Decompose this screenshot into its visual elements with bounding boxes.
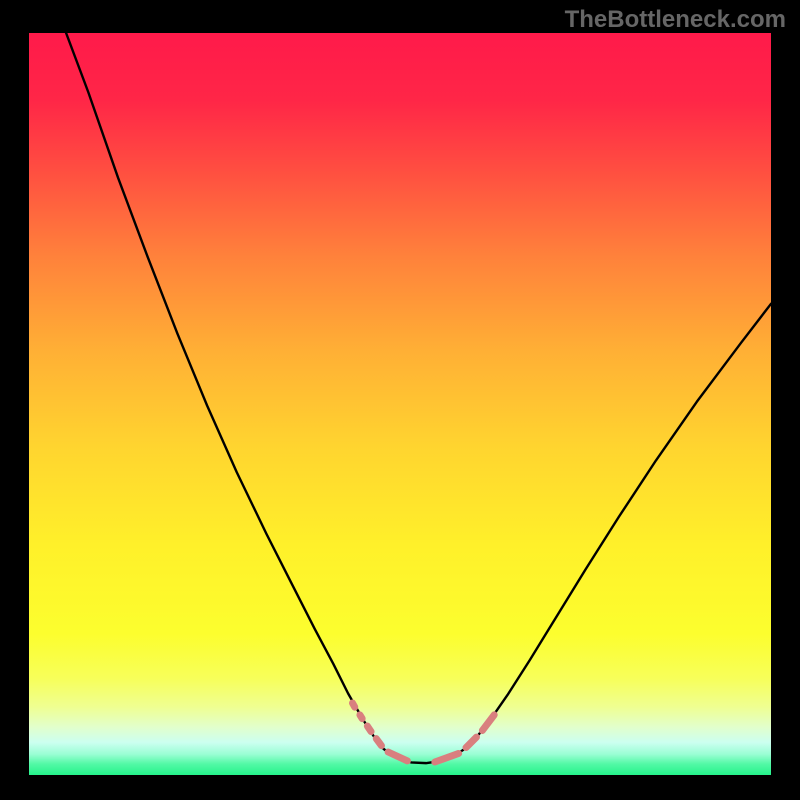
plot-area [29,33,771,775]
curve-highlight-dot [482,715,494,731]
curve-highlight-dot [376,739,381,746]
curve-highlight-dot [466,737,476,747]
curve-highlight-dot [360,715,362,719]
bottleneck-curve [66,33,771,763]
curve-highlight-dot [435,753,459,762]
stage: TheBottleneck.com [0,0,800,800]
curve-layer [29,33,771,775]
watermark-text: TheBottleneck.com [565,6,786,34]
curve-highlight-dot [388,752,407,761]
curve-highlight-dot [367,726,371,732]
curve-highlight-dot [353,703,355,707]
